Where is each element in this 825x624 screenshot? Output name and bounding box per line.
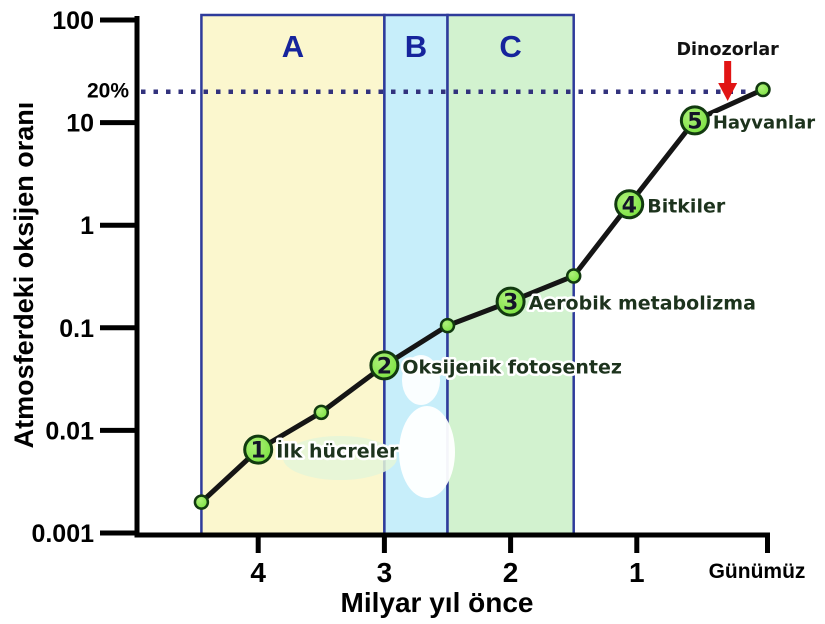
x-tick-label: 1 bbox=[629, 557, 645, 588]
data-point-number: 5 bbox=[687, 109, 702, 134]
highlight-blobs bbox=[283, 355, 455, 498]
dinosaur-annotation: Dinozorlar bbox=[674, 38, 781, 101]
data-point-3 bbox=[495, 286, 526, 317]
y-tick-label: 0.01 bbox=[45, 417, 94, 445]
data-markers: 1 2 3 4 5 bbox=[193, 81, 771, 510]
y-tick-label: 0.001 bbox=[31, 520, 94, 548]
data-point-number: 2 bbox=[377, 354, 392, 379]
event-label-3: Aerobik metabolizma bbox=[529, 293, 756, 315]
era-band-letter-A: A bbox=[282, 29, 304, 64]
x-tick-label: 3 bbox=[377, 557, 393, 588]
y-tick-label: 1 bbox=[80, 212, 94, 240]
data-point-2 bbox=[369, 350, 400, 381]
oxygen-trend bbox=[198, 87, 766, 505]
highlight-blob bbox=[402, 355, 440, 405]
data-point-small bbox=[755, 81, 771, 98]
data-point-1 bbox=[243, 434, 274, 465]
y-tick-label: 0.1 bbox=[59, 315, 94, 343]
data-point-small bbox=[439, 317, 456, 334]
event-label-1: İlk hücreler bbox=[276, 439, 399, 463]
y-reference-label: 20% bbox=[87, 80, 129, 103]
x-axis-title: Milyar yıl önce bbox=[340, 587, 534, 618]
data-point-number: 1 bbox=[251, 439, 266, 464]
event-label-2: Oksijenik fotosentez bbox=[402, 356, 622, 378]
era-band-letter-C: C bbox=[499, 29, 521, 64]
y-tick-label: 100 bbox=[52, 7, 94, 35]
x-tick-label: 2 bbox=[503, 557, 519, 588]
highlight-blob bbox=[399, 406, 455, 498]
data-point-small bbox=[565, 268, 582, 284]
highlight-blob bbox=[283, 436, 397, 480]
y-tick-label: 10 bbox=[66, 110, 94, 138]
x-end-label: Günümüz bbox=[709, 560, 806, 583]
oxygen-trend-line bbox=[198, 87, 766, 505]
x-tick-label: 4 bbox=[250, 557, 266, 588]
event-label-5: Hayvanlar bbox=[713, 112, 815, 133]
data-point-number: 3 bbox=[503, 291, 518, 316]
data-point-number: 4 bbox=[622, 193, 637, 218]
data-point-small bbox=[193, 494, 210, 510]
era-bands: A B C bbox=[200, 13, 575, 537]
era-band-C bbox=[446, 13, 575, 537]
dinosaur-label: Dinozorlar bbox=[677, 40, 780, 60]
data-point-small bbox=[313, 404, 330, 421]
y-axis-title: Atmosferdeki oksijen oranı bbox=[9, 101, 39, 449]
event-labels: İlk hücreler Oksijenik fotosentez Aerobik … bbox=[274, 110, 818, 465]
dinosaur-arrowhead bbox=[718, 83, 738, 101]
axes: 100 10 1 0.1 0.01 0.001 20% 4 3 2 1 Günümüz bbox=[31, 7, 805, 588]
data-point-4 bbox=[614, 189, 645, 220]
event-label-4: Bitkiler bbox=[647, 195, 726, 217]
era-band-letter-B: B bbox=[405, 29, 427, 64]
data-point-5 bbox=[679, 105, 710, 136]
